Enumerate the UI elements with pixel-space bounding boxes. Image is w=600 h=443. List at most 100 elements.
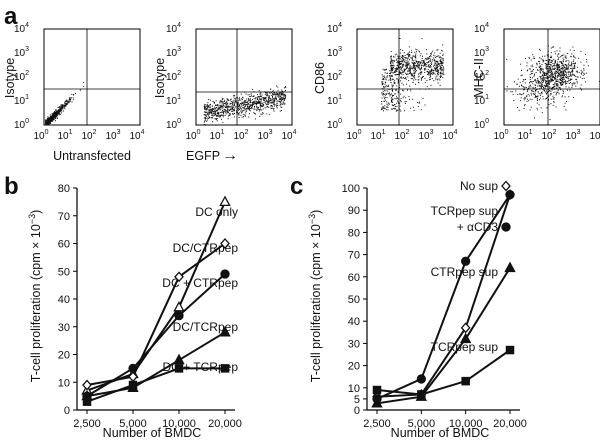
y-tick-label: 10 [348,383,360,395]
data-point [461,376,470,386]
flow-x-tick-label: 101 [57,129,72,142]
flow-plot-egfp: Isotype EGFP → 100 100 101 101 102 102 103 103 1… [153,22,297,164]
flow-events [381,38,445,112]
series-line [376,267,511,405]
series-label: DC + CTRpep [162,276,238,290]
flow-xlabel: EGFP [186,149,220,163]
data-point [505,190,515,200]
data-point [174,364,184,373]
chart-c: T-cell proliferation (cpm × 10−3) Number… [307,179,527,440]
y-tick-label: 80 [348,227,360,239]
flow-x-tick-label: 104 [129,129,144,142]
flow-xlabel: Untransfected [53,149,131,163]
flow-plot-frame [43,28,141,126]
flow-events [45,81,85,125]
flow-y-tick-label: 102 [474,70,489,83]
flow-plot-untransfected: Isotype Untransfected 100 100 101 101 102 102… [3,22,145,163]
chart-b: T-cell proliferation (cpm × 10−3) Number… [27,183,242,440]
flow-x-tick-label: 103 [418,129,433,142]
flow-y-tick-label: 103 [14,46,29,59]
flow-y-tick-label: 100 [327,118,342,131]
flow-x-tick-label: 101 [370,129,385,142]
flow-y-tick-label: 103 [166,46,181,59]
series-line [86,273,226,397]
flow-x-tick-label: 104 [589,129,600,142]
x-axis-label: Number of BMDC [391,426,490,440]
x-axis-label: Number of BMDC [103,426,202,440]
flow-y-tick-label: 104 [14,22,29,35]
arrow-right-icon: → [222,147,238,164]
series-label: TCRpep sup [431,204,499,218]
flow-x-tick-label: 100 [346,129,361,142]
flow-y-tick-label: 101 [327,94,342,107]
flow-x-tick-label: 100 [33,129,48,142]
x-tick-label: 20,000 [208,418,242,430]
y-tick-label: 5 [354,394,360,406]
y-tick-label: 40 [58,294,70,306]
flow-x-tick-label: 102 [233,129,248,142]
data-point [417,390,426,399]
flow-y-tick-label: 103 [474,46,489,59]
data-point [82,397,92,406]
y-axis-label: T-cell proliferation (cpm × 10−3) [27,210,43,383]
flow-plot-frame [503,28,600,126]
flow-events [506,45,600,121]
flow-y-tick-label: 100 [166,118,181,131]
flow-x-tick-label: 104 [442,129,457,142]
flow-x-tick-label: 103 [105,129,120,142]
panel-letter-a: a [4,3,18,30]
data-point [371,396,383,408]
flow-y-tick-label: 104 [327,22,342,35]
data-point [128,363,138,374]
data-point [460,322,471,334]
y-tick-label: 50 [58,266,70,278]
flow-y-tick-label: 104 [474,22,489,35]
flow-y-tick-label: 100 [14,118,29,131]
x-tick-label: 20,000 [493,418,527,430]
data-point [461,256,471,266]
series-label: CTRpep sup [431,265,499,279]
flow-ylabel: Isotype [3,58,17,98]
data-point [220,269,230,279]
y-tick-label: 90 [348,205,360,217]
series-dc-tcrpep [82,364,230,406]
series-label: DC/CTRpep [173,241,239,255]
y-tick-label: 0 [354,405,360,417]
data-point [416,374,426,384]
flow-x-tick-label: 101 [517,129,532,142]
x-tick-label: 10,000 [449,418,483,430]
flow-x-tick-label: 100 [493,129,508,142]
flow-y-tick-label: 102 [327,70,342,83]
x-tick-label: 5,000 [408,418,436,430]
y-tick-label: 20 [348,361,360,373]
panel-letter-b: b [4,173,19,200]
flow-y-tick-label: 103 [327,46,342,59]
flow-x-tick-label: 101 [209,129,224,142]
data-point [505,345,515,355]
flow-y-tick-label: 101 [474,94,489,107]
data-point [372,385,382,395]
series-line [376,194,511,398]
data-point [219,325,231,337]
y-tick-label: 100 [342,183,360,195]
series-label: No sup [460,179,498,193]
x-tick-label: 2,500 [363,418,391,430]
flow-x-tick-label: 102 [394,129,409,142]
data-point [220,238,230,249]
flow-x-tick-label: 103 [565,129,580,142]
series-label: DC only [195,205,238,219]
series-label: TCRpep sup [431,340,499,354]
flow-y-tick-label: 101 [14,94,29,107]
legend-marker [501,222,511,232]
flow-y-tick-label: 101 [166,94,181,107]
y-tick-label: 30 [58,322,70,334]
x-tick-label: 10,000 [162,418,196,430]
y-tick-label: 70 [58,211,70,223]
series-line [376,349,511,396]
series-label: DC + TCRpep [163,360,239,374]
y-axis-label: T-cell proliferation (cpm × 10−3) [307,210,323,383]
x-tick-label: 2,500 [73,418,101,430]
data-point [128,380,138,390]
flow-x-tick-label: 104 [281,129,296,142]
flow-ylabel: Isotype [153,58,167,98]
